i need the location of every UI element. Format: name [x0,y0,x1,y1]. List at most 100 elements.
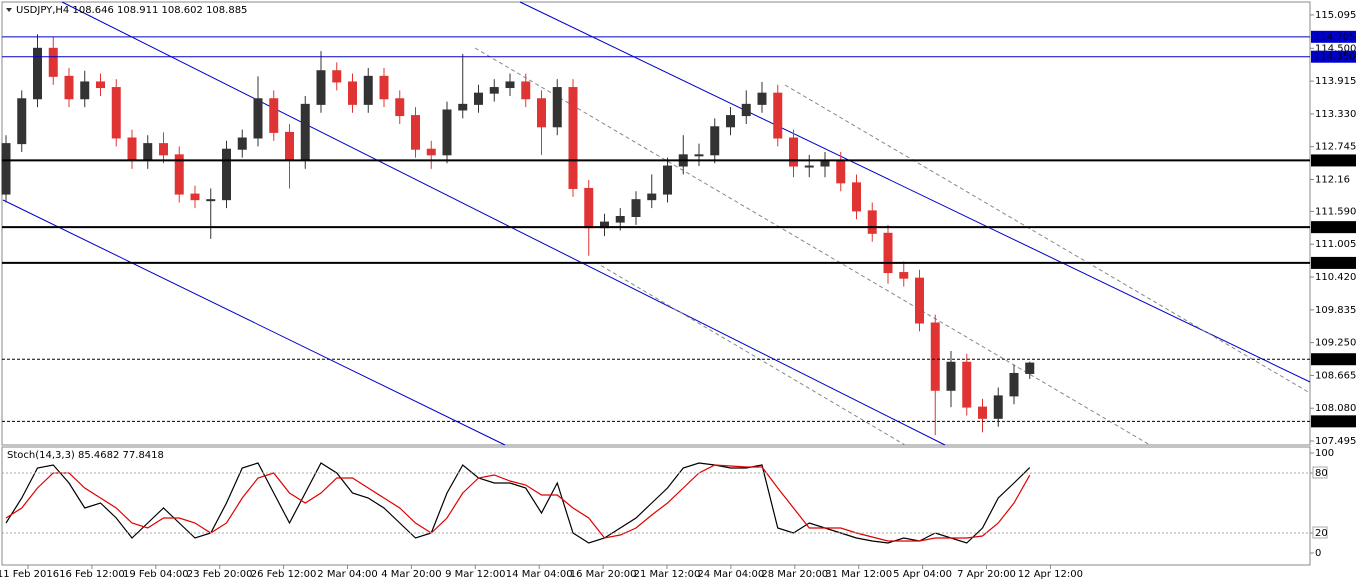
level-tag [1311,50,1356,63]
x-tick-label: 19 Feb 04:00 [123,569,189,580]
candle-body [48,47,58,77]
x-tick-label: 7 Apr 20:00 [957,569,1016,580]
candle-body [348,81,357,105]
candle-body [615,215,625,223]
x-tick-label: 31 Mar 12:00 [825,569,892,580]
candle-body [96,81,105,89]
candle-body [332,70,342,83]
level-tag [1311,154,1356,167]
candle-body [1009,372,1019,397]
candle-body [1025,362,1035,374]
y-tick-label: 100 [1315,448,1334,459]
level-label: 111.310 [1314,222,1355,233]
candle-body [647,193,657,201]
stoch-line [5,462,1031,544]
candle-body [883,232,893,274]
indicator-title: Stoch(14,3,3) 85.4682 77.8418 [7,450,164,461]
candle-body [363,75,373,105]
y-tick-label: 111.005 [1315,239,1356,250]
candle-body [978,406,987,419]
candle-body [426,148,436,156]
x-tick-label: 23 Feb 20:00 [187,569,253,580]
candle-body [726,115,735,128]
x-tick-label: 14 Mar 04:00 [506,569,573,580]
candle-body [852,182,861,212]
y-tick-label: 112.16 [1315,174,1350,185]
y-tick-label: 0 [1315,548,1321,559]
y-tick-label: 111.590 [1315,206,1356,217]
candle-body [915,277,924,324]
stoch-line [5,464,1031,542]
level-label: 110.672 [1314,258,1355,269]
candle-body [489,87,499,94]
candle-body [206,199,216,202]
channel-line [519,1,1311,383]
candle-body [143,143,153,161]
candle-body [111,87,121,139]
y-tick-label: 107.495 [1315,436,1356,447]
x-tick-label: 16 Feb 12:00 [59,569,125,580]
level-tag [1311,221,1356,234]
candle-body [285,131,294,161]
x-tick-label: 28 Mar 20:00 [761,569,828,580]
x-tick-label: 2 Mar 04:00 [317,569,377,580]
candle-body [710,126,720,156]
stoch-panel [1,446,1311,566]
candle-body [458,103,468,111]
candle-body [836,159,846,184]
candle-body [442,109,452,156]
candle-body [867,210,877,234]
x-tick-label: 24 Mar 04:00 [698,569,765,580]
candle-body [33,47,42,100]
candle-body [505,81,515,89]
candle-body [64,75,74,100]
candle-body [537,98,546,128]
candle-body [584,187,594,229]
channel-line [2,199,506,446]
candle-body [395,98,405,117]
y-tick-label: 109.835 [1315,305,1356,316]
dashed-channel [594,261,906,446]
y-tick-label: 113.330 [1315,109,1356,120]
candle-body [741,103,751,117]
x-tick-label: 9 Mar 12:00 [445,569,505,580]
level-tag [1311,353,1356,366]
candle-body [379,75,389,100]
x-tick-label: 21 Mar 12:00 [634,569,701,580]
candle-body [773,92,783,139]
menu-arrow [6,8,12,12]
candle-body [521,81,531,100]
candle-body [174,154,184,195]
candle-body [631,199,641,217]
candle-body [253,98,263,139]
candle-body [190,193,200,201]
candle-body [552,87,562,128]
y-tick-label: 20 [1315,528,1328,539]
y-tick-label: 80 [1315,468,1328,479]
candle-body [568,87,578,189]
candle-body [946,361,956,391]
candle-body [789,137,798,167]
level-tag [1311,256,1356,269]
chart-title: USDJPY,H4 108.646 108.911 108.602 108.88… [16,5,247,16]
level-label: 114.350 [1314,52,1355,63]
level-label: 112.500 [1314,155,1355,166]
candle-body [127,137,137,161]
y-tick-label: 114.500 [1315,43,1356,54]
y-tick-label: 115.095 [1315,10,1356,21]
y-tick-label: 108.080 [1315,403,1356,414]
candle-body [237,137,247,150]
price-panel [1,1,1311,446]
y-tick-label: 110.420 [1315,272,1356,283]
x-tick-label: 4 Mar 20:00 [381,569,441,580]
candle-body [694,154,704,157]
candle-body [804,165,814,168]
candle-body [930,322,940,391]
level-label: 108.954 [1314,354,1355,365]
candle-body [663,165,672,195]
y-tick-label: 109.250 [1315,338,1356,349]
candle-body [159,143,168,156]
candle-body [269,98,279,133]
candle-body [80,81,90,100]
